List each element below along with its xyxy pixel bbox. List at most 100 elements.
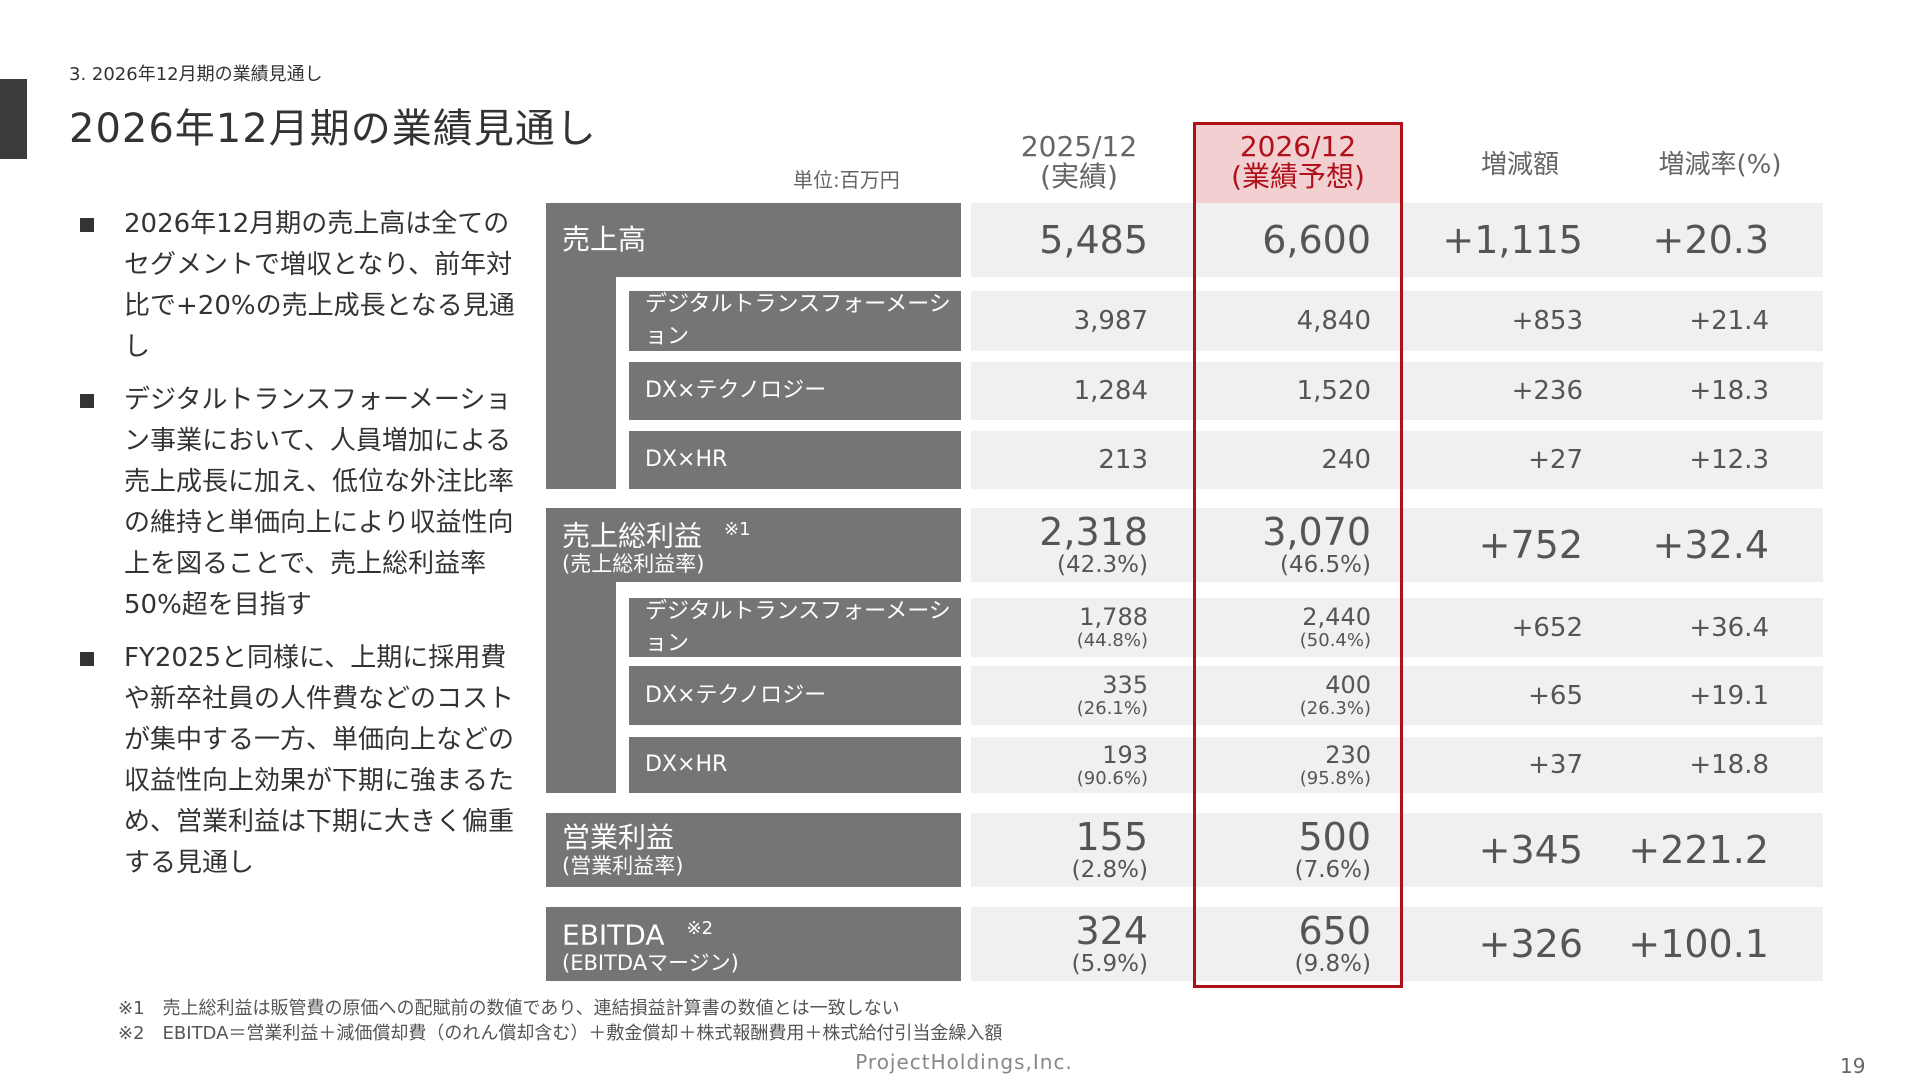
cell-value: 500 xyxy=(1298,815,1371,859)
cell-fc: 230 (95.8%) xyxy=(1193,737,1371,793)
row-label: DX×HR xyxy=(629,737,961,793)
cell-rate: +19.1 xyxy=(1583,666,1769,725)
cell-diff: +652 xyxy=(1400,598,1583,657)
row-background xyxy=(971,362,1823,420)
cell-prev: 1,284 xyxy=(971,362,1148,420)
bullet-text: 2026年12月期の売上高は全てのセグメントで増収となり、前年対比で+20%の売… xyxy=(124,209,515,362)
row-background xyxy=(971,598,1823,657)
cell-diff: +1,115 xyxy=(1400,203,1583,277)
cell-value: 400 xyxy=(1325,671,1371,699)
cell-percent: (44.8%) xyxy=(1076,630,1148,651)
bullet-list: 2026年12月期の売上高は全てのセグメントで増収となり、前年対比で+20%の売… xyxy=(80,204,520,896)
cell-percent: (42.3%) xyxy=(1056,552,1148,578)
cell-value: 2,440 xyxy=(1302,603,1371,631)
cell-value: +32.4 xyxy=(1652,523,1769,567)
cell-rate: +221.2 xyxy=(1583,813,1769,887)
cell-value: 5,485 xyxy=(1039,218,1148,262)
cell-fc: 6,600 xyxy=(1193,203,1371,277)
row-label: デジタルトランスフォーメーション xyxy=(629,598,961,657)
row-label-text: 売上高 xyxy=(562,223,647,256)
row-background xyxy=(971,907,1823,981)
cell-value: 6,600 xyxy=(1262,218,1371,262)
cell-prev: 155 (2.8%) xyxy=(971,813,1148,887)
cell-fc: 400 (26.3%) xyxy=(1193,666,1371,725)
row-label-text: 売上総利益 xyxy=(562,519,703,553)
cell-value: +36.4 xyxy=(1689,612,1769,643)
row-label-text: DX×テクノロジー xyxy=(645,378,827,403)
footnote-1: ※1 売上総利益は販管費の原価への配賦前の数値であり、連結損益計算書の数値とは一… xyxy=(118,998,900,1019)
cell-value: 3,987 xyxy=(1073,306,1148,336)
row-label: DX×テクノロジー xyxy=(629,362,961,420)
cell-fc: 2,440 (50.4%) xyxy=(1193,598,1371,657)
cell-fc: 240 xyxy=(1193,431,1371,489)
cell-value: 2,318 xyxy=(1039,510,1148,554)
cell-value: +752 xyxy=(1478,523,1583,567)
cell-value: +18.3 xyxy=(1689,376,1769,406)
row-label-text: DX×HR xyxy=(645,447,728,472)
bullet-text: デジタルトランスフォーメーション事業において、人員増加による売上成長に加え、低位… xyxy=(124,385,515,620)
header-change-amount: 増減額 xyxy=(1480,150,1559,180)
footnote-ref: ※2 xyxy=(686,917,714,939)
cell-value: +12.3 xyxy=(1689,445,1769,475)
breadcrumb: 3. 2026年12月期の業績見通し xyxy=(69,64,323,85)
row-label: 売上高 xyxy=(546,203,961,277)
cell-prev: 324 (5.9%) xyxy=(971,907,1148,981)
cell-diff: +853 xyxy=(1400,291,1583,351)
cell-diff: +37 xyxy=(1400,737,1583,793)
cell-value: 193 xyxy=(1102,740,1148,769)
bullet-item: 2026年12月期の売上高は全てのセグメントで増収となり、前年対比で+20%の売… xyxy=(80,204,520,368)
cell-diff: +65 xyxy=(1400,666,1583,725)
square-bullet-icon xyxy=(80,218,94,232)
prev-year-label: 2025/12 xyxy=(1020,130,1138,163)
cell-value: 324 xyxy=(1075,909,1148,953)
company-footer: ProjectHoldings,Inc. xyxy=(855,1050,1073,1074)
cell-rate: +18.3 xyxy=(1583,362,1769,420)
cell-fc: 500 (7.6%) xyxy=(1193,813,1371,887)
row-background xyxy=(971,666,1823,725)
cell-rate: +20.3 xyxy=(1583,203,1769,277)
row-background xyxy=(971,291,1823,351)
forecast-year-label: 2026/12 xyxy=(1239,130,1357,163)
cell-value: +221.2 xyxy=(1628,828,1769,872)
row-label: EBITDA ※2 (EBITDAマージン) xyxy=(546,907,961,981)
cell-value: 230 xyxy=(1325,740,1371,769)
cell-value: +853 xyxy=(1511,306,1583,336)
footnote-2: ※2 EBITDA＝営業利益＋減価償却費（のれん償却含む）＋敷金償却＋株式報酬費… xyxy=(118,1023,1003,1044)
cell-value: 240 xyxy=(1321,445,1371,475)
forecast-column-highlight xyxy=(1193,122,1403,988)
cell-percent: (50.4%) xyxy=(1299,630,1371,651)
cell-prev: 2,318 (42.3%) xyxy=(971,508,1148,582)
header-forecast-year: 2026/12 (業績予想) xyxy=(1196,132,1400,192)
cell-percent: (5.9%) xyxy=(1071,951,1148,977)
cell-diff: +752 xyxy=(1400,508,1583,582)
cell-value: +65 xyxy=(1528,680,1583,711)
cell-rate: +100.1 xyxy=(1583,907,1769,981)
cell-percent: (7.6%) xyxy=(1294,857,1371,883)
cell-value: 213 xyxy=(1098,445,1148,475)
cell-diff: +236 xyxy=(1400,362,1583,420)
cell-value: 1,788 xyxy=(1079,603,1148,631)
row-label-text: EBITDA xyxy=(562,918,665,952)
cell-value: 4,840 xyxy=(1296,306,1371,336)
cell-value: +652 xyxy=(1511,612,1583,643)
cell-percent: (26.3%) xyxy=(1299,698,1371,719)
cell-value: +18.8 xyxy=(1689,750,1769,780)
cell-value: +100.1 xyxy=(1628,922,1769,966)
row-label: デジタルトランスフォーメーション xyxy=(629,291,961,351)
accent-bar xyxy=(0,79,27,159)
square-bullet-icon xyxy=(80,394,94,408)
revenue-bracket xyxy=(546,270,616,489)
row-sublabel: (EBITDAマージン) xyxy=(562,951,739,976)
cell-value: +236 xyxy=(1511,376,1583,406)
cell-value: 650 xyxy=(1298,909,1371,953)
cell-value: 1,284 xyxy=(1073,376,1148,406)
cell-fc: 650 (9.8%) xyxy=(1193,907,1371,981)
forecast-note-label: (業績予想) xyxy=(1231,160,1365,193)
cell-value: +326 xyxy=(1478,922,1583,966)
cell-rate: +12.3 xyxy=(1583,431,1769,489)
footnote-ref: ※1 xyxy=(724,518,751,540)
cell-prev: 5,485 xyxy=(971,203,1148,277)
forecast-header-highlight xyxy=(1196,125,1400,203)
cell-rate: +18.8 xyxy=(1583,737,1769,793)
cell-rate: +21.4 xyxy=(1583,291,1769,351)
